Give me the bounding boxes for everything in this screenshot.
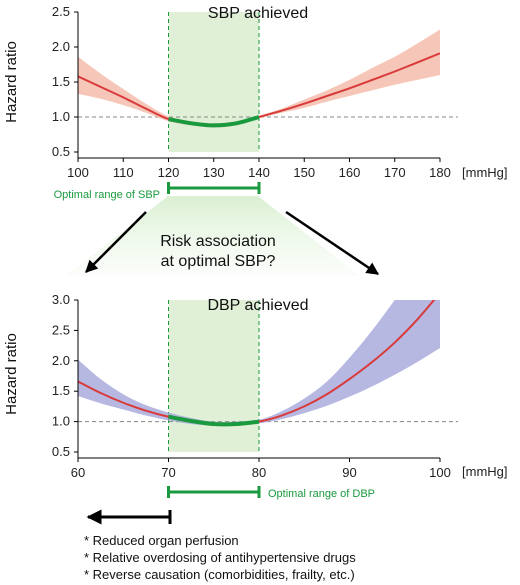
arrow-right — [285, 210, 380, 276]
y-tick-label: 2.0 — [52, 39, 70, 54]
sbp-x-axis-unit: [mmHg] — [462, 165, 508, 180]
sbp-optimal-range-bar — [167, 182, 261, 194]
y-tick-label: 1.0 — [52, 414, 70, 429]
y-tick-label: 1.0 — [52, 109, 70, 124]
x-tick-label: 120 — [158, 165, 180, 180]
y-tick-label: 2.5 — [52, 4, 70, 19]
note-item: * Reverse causation (comorbidities, frai… — [84, 567, 355, 582]
x-tick-label: 110 — [113, 165, 134, 180]
sbp-optimal-range-label: Optimal range of SBP — [54, 189, 160, 201]
dbp-x-axis-unit: [mmHg] — [462, 464, 508, 479]
dbp-optimal-shade — [168, 300, 259, 452]
y-tick-label: 1.5 — [52, 383, 70, 398]
note-item: * Relative overdosing of antihypertensiv… — [84, 550, 356, 565]
x-tick-label: 170 — [384, 165, 406, 180]
dbp-optimal-range-bar — [167, 486, 261, 498]
x-tick-label: 100 — [67, 165, 89, 180]
dbp-chart-title: DBP achieved — [207, 297, 308, 314]
y-tick-label: 3.0 — [52, 292, 70, 307]
explanation-notes: * Reduced organ perfusion * Relative ove… — [84, 532, 356, 583]
dbp-optimal-curve — [168, 414, 260, 427]
optimal-glow — [66, 196, 360, 276]
sbp-x-ticks: 100 110 120 130 140 150 160 170 180 — [67, 158, 451, 180]
y-tick-label: 2.0 — [52, 353, 70, 368]
dbp-y-axis-label: Hazard ratio — [3, 333, 20, 415]
dbp-ci-band — [78, 300, 440, 427]
x-tick-label: 80 — [252, 465, 266, 480]
sbp-optimal-curve — [168, 115, 260, 128]
question-line-1: Risk association — [160, 233, 276, 250]
dbp-y-ticks: 0.5 1.0 1.5 2.0 2.5 3.0 — [52, 292, 78, 459]
sbp-y-axis-label: Hazard ratio — [3, 41, 20, 123]
sbp-optimal-shade — [168, 12, 259, 152]
x-tick-label: 130 — [203, 165, 225, 180]
x-tick-label: 180 — [429, 165, 451, 180]
sbp-optimal-bounds — [168, 12, 260, 152]
dbp-optimal-range-label: Optimal range of DBP — [268, 488, 375, 500]
sbp-y-ticks: 0.5 1.0 1.5 2.0 2.5 — [52, 4, 78, 159]
y-tick-label: 2.5 — [52, 322, 70, 337]
y-tick-label: 0.5 — [52, 444, 70, 459]
dbp-x-ticks: 60 70 80 90 100 — [71, 458, 451, 480]
x-tick-label: 140 — [248, 165, 270, 180]
sbp-panel: 100 110 120 130 140 150 160 170 180 0.5 1.0 1.5 2.0… — [3, 4, 508, 201]
note-item: * Reduced organ perfusion — [84, 533, 239, 548]
y-tick-label: 1.5 — [52, 74, 70, 89]
sbp-chart-title: SBP achieved — [208, 5, 308, 22]
x-tick-label: 70 — [161, 465, 175, 480]
arrow-left — [85, 211, 147, 273]
dbp-panel: 60 70 80 90 100 0.5 1.0 1.5 2.0 2.5 3.0 DBP achie… — [3, 292, 508, 500]
y-tick-label: 0.5 — [52, 144, 70, 159]
question-line-2: at optimal SBP? — [161, 253, 276, 270]
x-tick-label: 60 — [71, 465, 85, 480]
x-tick-label: 90 — [342, 465, 356, 480]
x-tick-label: 160 — [339, 165, 361, 180]
sbp-ci-band — [78, 29, 440, 128]
dbp-optimal-bounds — [168, 300, 260, 452]
x-tick-label: 100 — [429, 465, 451, 480]
x-tick-label: 150 — [293, 165, 315, 180]
